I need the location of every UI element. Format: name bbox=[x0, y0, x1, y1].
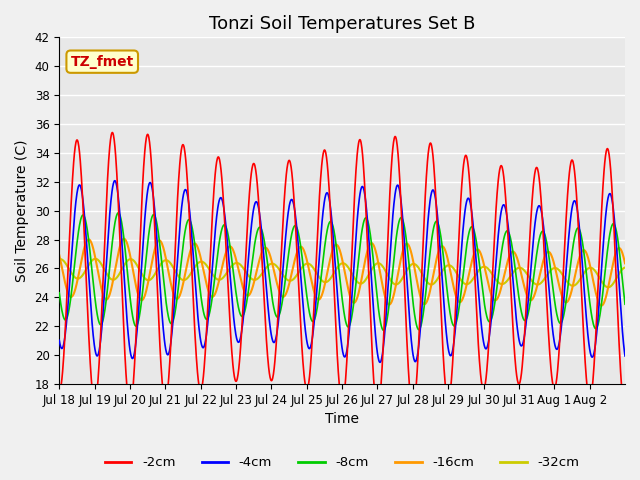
Y-axis label: Soil Temperature (C): Soil Temperature (C) bbox=[15, 139, 29, 282]
Title: Tonzi Soil Temperatures Set B: Tonzi Soil Temperatures Set B bbox=[209, 15, 476, 33]
Text: TZ_fmet: TZ_fmet bbox=[70, 55, 134, 69]
Legend: -2cm, -4cm, -8cm, -16cm, -32cm: -2cm, -4cm, -8cm, -16cm, -32cm bbox=[100, 451, 584, 474]
X-axis label: Time: Time bbox=[325, 412, 359, 426]
